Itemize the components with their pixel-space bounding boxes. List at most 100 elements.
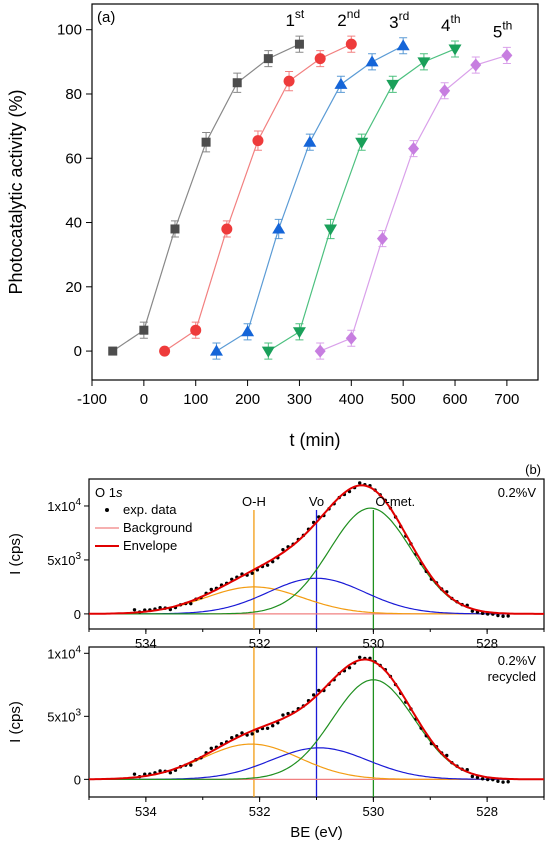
sample-label: recycled xyxy=(488,669,536,684)
data-point xyxy=(159,345,171,357)
exp-data-point xyxy=(480,611,485,616)
data-point xyxy=(139,325,149,335)
data-point xyxy=(190,324,202,336)
envelope-line xyxy=(89,658,544,781)
x-axis-title: BE (eV) xyxy=(290,824,343,841)
x-tick-label: 528 xyxy=(476,636,498,651)
y-tick-label: 0 xyxy=(74,607,81,622)
exp-data-point xyxy=(132,608,137,612)
series-line xyxy=(319,54,508,352)
series-2: 2nd xyxy=(159,7,360,357)
x-tick-label: 200 xyxy=(235,391,260,408)
exp-data-point xyxy=(281,547,285,552)
y-tick-label: 1x104 xyxy=(47,644,81,661)
exp-data-point xyxy=(496,613,500,618)
data-point xyxy=(292,327,306,339)
y-tick-label: 60 xyxy=(65,150,82,167)
exp-data-point xyxy=(358,481,362,485)
data-point xyxy=(448,44,462,56)
data-point xyxy=(396,39,410,51)
x-tick-label: 532 xyxy=(249,804,271,819)
series-1: 1st xyxy=(108,7,305,356)
data-point xyxy=(355,137,369,149)
exp-data-point xyxy=(470,609,475,613)
exp-data-point xyxy=(485,777,490,782)
series-3: 3rd xyxy=(209,9,410,360)
x-tick-label: 600 xyxy=(443,391,468,408)
exp-data-point xyxy=(209,587,213,592)
exp-data-point xyxy=(475,775,480,780)
x-tick-label: 530 xyxy=(363,804,385,819)
data-point xyxy=(170,224,180,234)
exp-data-point xyxy=(506,614,510,618)
series-4: 4th xyxy=(261,12,462,360)
data-point xyxy=(263,54,273,64)
data-point xyxy=(314,344,326,358)
sample-label: 0.2%V xyxy=(498,653,537,668)
exp-data-point xyxy=(132,772,137,776)
y-tick-label: 40 xyxy=(65,215,82,232)
data-point xyxy=(241,325,255,337)
y-tick-label: 5x103 xyxy=(47,707,81,724)
cycle-label: 3rd xyxy=(389,9,409,32)
exp-data-point xyxy=(311,693,316,697)
panel-a: -100 0 100 200 300 400 500 600 700 0 20 40 60 80 100 t … xyxy=(6,3,539,450)
exp-data-point xyxy=(506,780,510,784)
panel-b-bottom: 534 532 530 528 0 5x103 1x104 I (cps) BE (eV) 0.2… xyxy=(7,644,545,841)
y-tick-label: 100 xyxy=(57,22,82,39)
x-tick-label: -100 xyxy=(77,391,107,408)
exp-data-point xyxy=(189,763,193,767)
reference-line-label: O-met. xyxy=(375,494,415,509)
data-point xyxy=(261,346,275,358)
data-point xyxy=(232,78,242,88)
x-tick-label: 532 xyxy=(249,636,271,651)
cycle-label: 5th xyxy=(493,18,512,41)
sample-label: 0.2%V xyxy=(498,485,537,500)
exp-data-point xyxy=(317,688,321,693)
data-point xyxy=(314,53,326,65)
y-tick-label: 0 xyxy=(74,772,81,787)
y-tick-label: 5x103 xyxy=(47,551,81,568)
legend: exp. data Background Envelope xyxy=(95,502,192,553)
data-point xyxy=(501,48,513,62)
x-tick-label: 400 xyxy=(339,391,364,408)
exp-data-point xyxy=(496,779,500,783)
data-point xyxy=(365,55,379,67)
exp-data-point xyxy=(250,571,254,575)
exp-data-point xyxy=(265,726,270,730)
data-point xyxy=(303,135,317,147)
exp-data-point xyxy=(158,769,162,773)
x-tick-label: 300 xyxy=(287,391,312,408)
x-tick-label: 100 xyxy=(183,391,208,408)
exp-data-point xyxy=(286,711,290,716)
y-tick-label: 1x104 xyxy=(47,497,81,514)
legend-label: Envelope xyxy=(123,538,177,553)
panel-label-b: (b) xyxy=(525,462,541,477)
x-tick-label: 0 xyxy=(140,391,148,408)
data-point xyxy=(334,77,348,89)
series-line xyxy=(164,43,352,352)
y-tick-label: 20 xyxy=(65,279,82,296)
y-axis-title: I (cps) xyxy=(7,533,24,575)
data-point xyxy=(283,75,295,87)
data-point xyxy=(294,39,304,49)
y-tick-label: 0 xyxy=(74,343,82,360)
cycle-label: 1st xyxy=(285,7,304,30)
exp-data-point xyxy=(230,736,234,740)
cycle-label: 2nd xyxy=(337,7,360,30)
data-point xyxy=(376,232,388,246)
region-label: O 1s xyxy=(95,485,123,500)
data-point xyxy=(108,346,118,356)
y-tick-label: 80 xyxy=(65,86,82,103)
x-tick-label: 528 xyxy=(476,804,498,819)
data-point xyxy=(345,331,357,345)
data-point xyxy=(470,58,482,72)
panel-a-frame xyxy=(91,3,539,381)
x-tick-label: 700 xyxy=(494,391,519,408)
data-point xyxy=(345,38,357,50)
x-axis-title: t (min) xyxy=(290,430,341,450)
x-tick-label: 534 xyxy=(135,804,157,819)
panel-label-a: (a) xyxy=(97,9,115,26)
data-point xyxy=(272,222,286,234)
